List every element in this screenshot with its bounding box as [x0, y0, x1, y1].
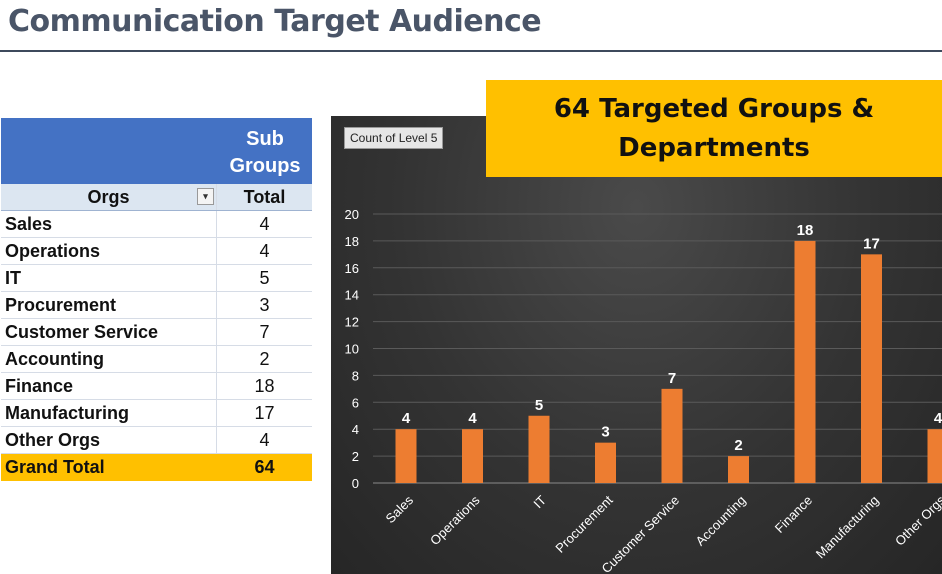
callout-line-1: 64 Targeted Groups & — [553, 94, 875, 124]
bar — [528, 415, 550, 483]
org-name-cell: Finance — [1, 373, 217, 399]
org-total-cell: 3 — [259, 295, 270, 315]
filter-dropdown-icon[interactable]: ▾ — [197, 188, 214, 205]
org-total-cell: 7 — [259, 322, 270, 342]
column-header-row: Orgs ▾ Total — [1, 184, 312, 211]
bar — [661, 388, 683, 483]
org-total-cell: 5 — [259, 268, 270, 288]
data-label: 4 — [934, 410, 942, 427]
y-tick-label: 4 — [352, 422, 359, 437]
y-tick-label: 14 — [345, 288, 359, 303]
data-label: 3 — [601, 424, 609, 441]
x-tick-label: Manufacturing — [813, 493, 882, 562]
title-divider — [0, 50, 942, 52]
table-row: Accounting 2 — [1, 346, 312, 373]
org-name-cell: Accounting — [1, 346, 217, 372]
table-row: Manufacturing 17 — [1, 400, 312, 427]
x-tick-label: Other Orgs — [892, 492, 942, 548]
data-label: 2 — [734, 437, 742, 454]
org-name-cell: Customer Service — [1, 319, 217, 345]
x-tick-label: Sales — [383, 492, 417, 526]
data-label: 5 — [535, 397, 543, 414]
bar — [927, 429, 942, 483]
grand-total-value: 64 — [254, 457, 275, 477]
total-column-header: Total — [243, 187, 286, 207]
org-name-cell: IT — [1, 265, 217, 291]
orgs-header-label: Orgs — [87, 187, 130, 207]
y-tick-label: 20 — [345, 207, 359, 222]
x-tick-label: IT — [530, 492, 549, 511]
y-tick-label: 12 — [345, 315, 359, 330]
sub-groups-label: Sub Groups — [229, 128, 301, 177]
bar-chart: 0 2 4 6 8 10 12 14 16 18 20 4 Sales 4 Operations 5 IT 3 Pr… — [331, 116, 942, 574]
sub-groups-header: Sub Groups — [1, 118, 312, 184]
table-row: Operations 4 — [1, 238, 312, 265]
bar — [395, 429, 417, 483]
x-tick-label: Operations — [427, 492, 483, 548]
pivot-table: Sub Groups Orgs ▾ Total Sales 4 Operations… — [1, 118, 312, 481]
table-row: Procurement 3 — [1, 292, 312, 319]
grand-total-row: Grand Total 64 — [1, 454, 312, 481]
table-row: Customer Service 7 — [1, 319, 312, 346]
data-label: 7 — [668, 370, 676, 387]
page-title: Communication Target Audience — [8, 4, 542, 39]
y-tick-label: 10 — [345, 342, 359, 357]
org-name-cell: Operations — [1, 238, 217, 264]
orgs-column-header: Orgs ▾ — [1, 184, 217, 210]
grand-total-label: Grand Total — [5, 457, 105, 477]
data-label: 18 — [797, 222, 814, 239]
y-tick-label: 16 — [345, 261, 359, 276]
callout-line-2: Departments — [618, 133, 810, 163]
org-name-cell: Sales — [1, 211, 217, 237]
bar — [728, 456, 749, 483]
x-tick-label: Accounting — [693, 493, 749, 549]
org-name-cell: Manufacturing — [1, 400, 217, 426]
org-name-cell: Procurement — [1, 292, 217, 318]
y-tick-label: 6 — [352, 395, 359, 410]
table-row: Sales 4 — [1, 211, 312, 238]
org-total-cell: 17 — [254, 403, 275, 423]
data-label: 4 — [468, 410, 477, 427]
org-name-cell: Other Orgs — [1, 427, 217, 453]
table-row: IT 5 — [1, 265, 312, 292]
data-label: 4 — [402, 410, 411, 427]
x-tick-label: Procurement — [552, 492, 616, 556]
bar — [595, 442, 616, 483]
org-total-cell: 4 — [259, 214, 270, 234]
table-row: Other Orgs 4 — [1, 427, 312, 454]
chart-canvas: 0 2 4 6 8 10 12 14 16 18 20 4 Sales 4 Operations 5 IT 3 Pr… — [345, 207, 942, 574]
bar — [462, 429, 483, 483]
y-tick-label: 0 — [352, 476, 359, 491]
table-row: Finance 18 — [1, 373, 312, 400]
bar — [794, 240, 816, 483]
data-label: 17 — [863, 235, 880, 252]
org-total-cell: 18 — [254, 376, 275, 396]
summary-callout: 64 Targeted Groups & Departments — [486, 80, 942, 177]
org-total-cell: 2 — [259, 349, 270, 369]
org-total-cell: 4 — [259, 241, 270, 261]
x-tick-label: Finance — [772, 493, 815, 536]
count-field-button[interactable]: Count of Level 5 — [344, 127, 444, 149]
bar — [861, 254, 882, 483]
org-total-cell: 4 — [259, 430, 270, 450]
y-tick-label: 2 — [352, 449, 359, 464]
y-tick-label: 8 — [352, 368, 359, 383]
y-tick-label: 18 — [345, 234, 359, 249]
